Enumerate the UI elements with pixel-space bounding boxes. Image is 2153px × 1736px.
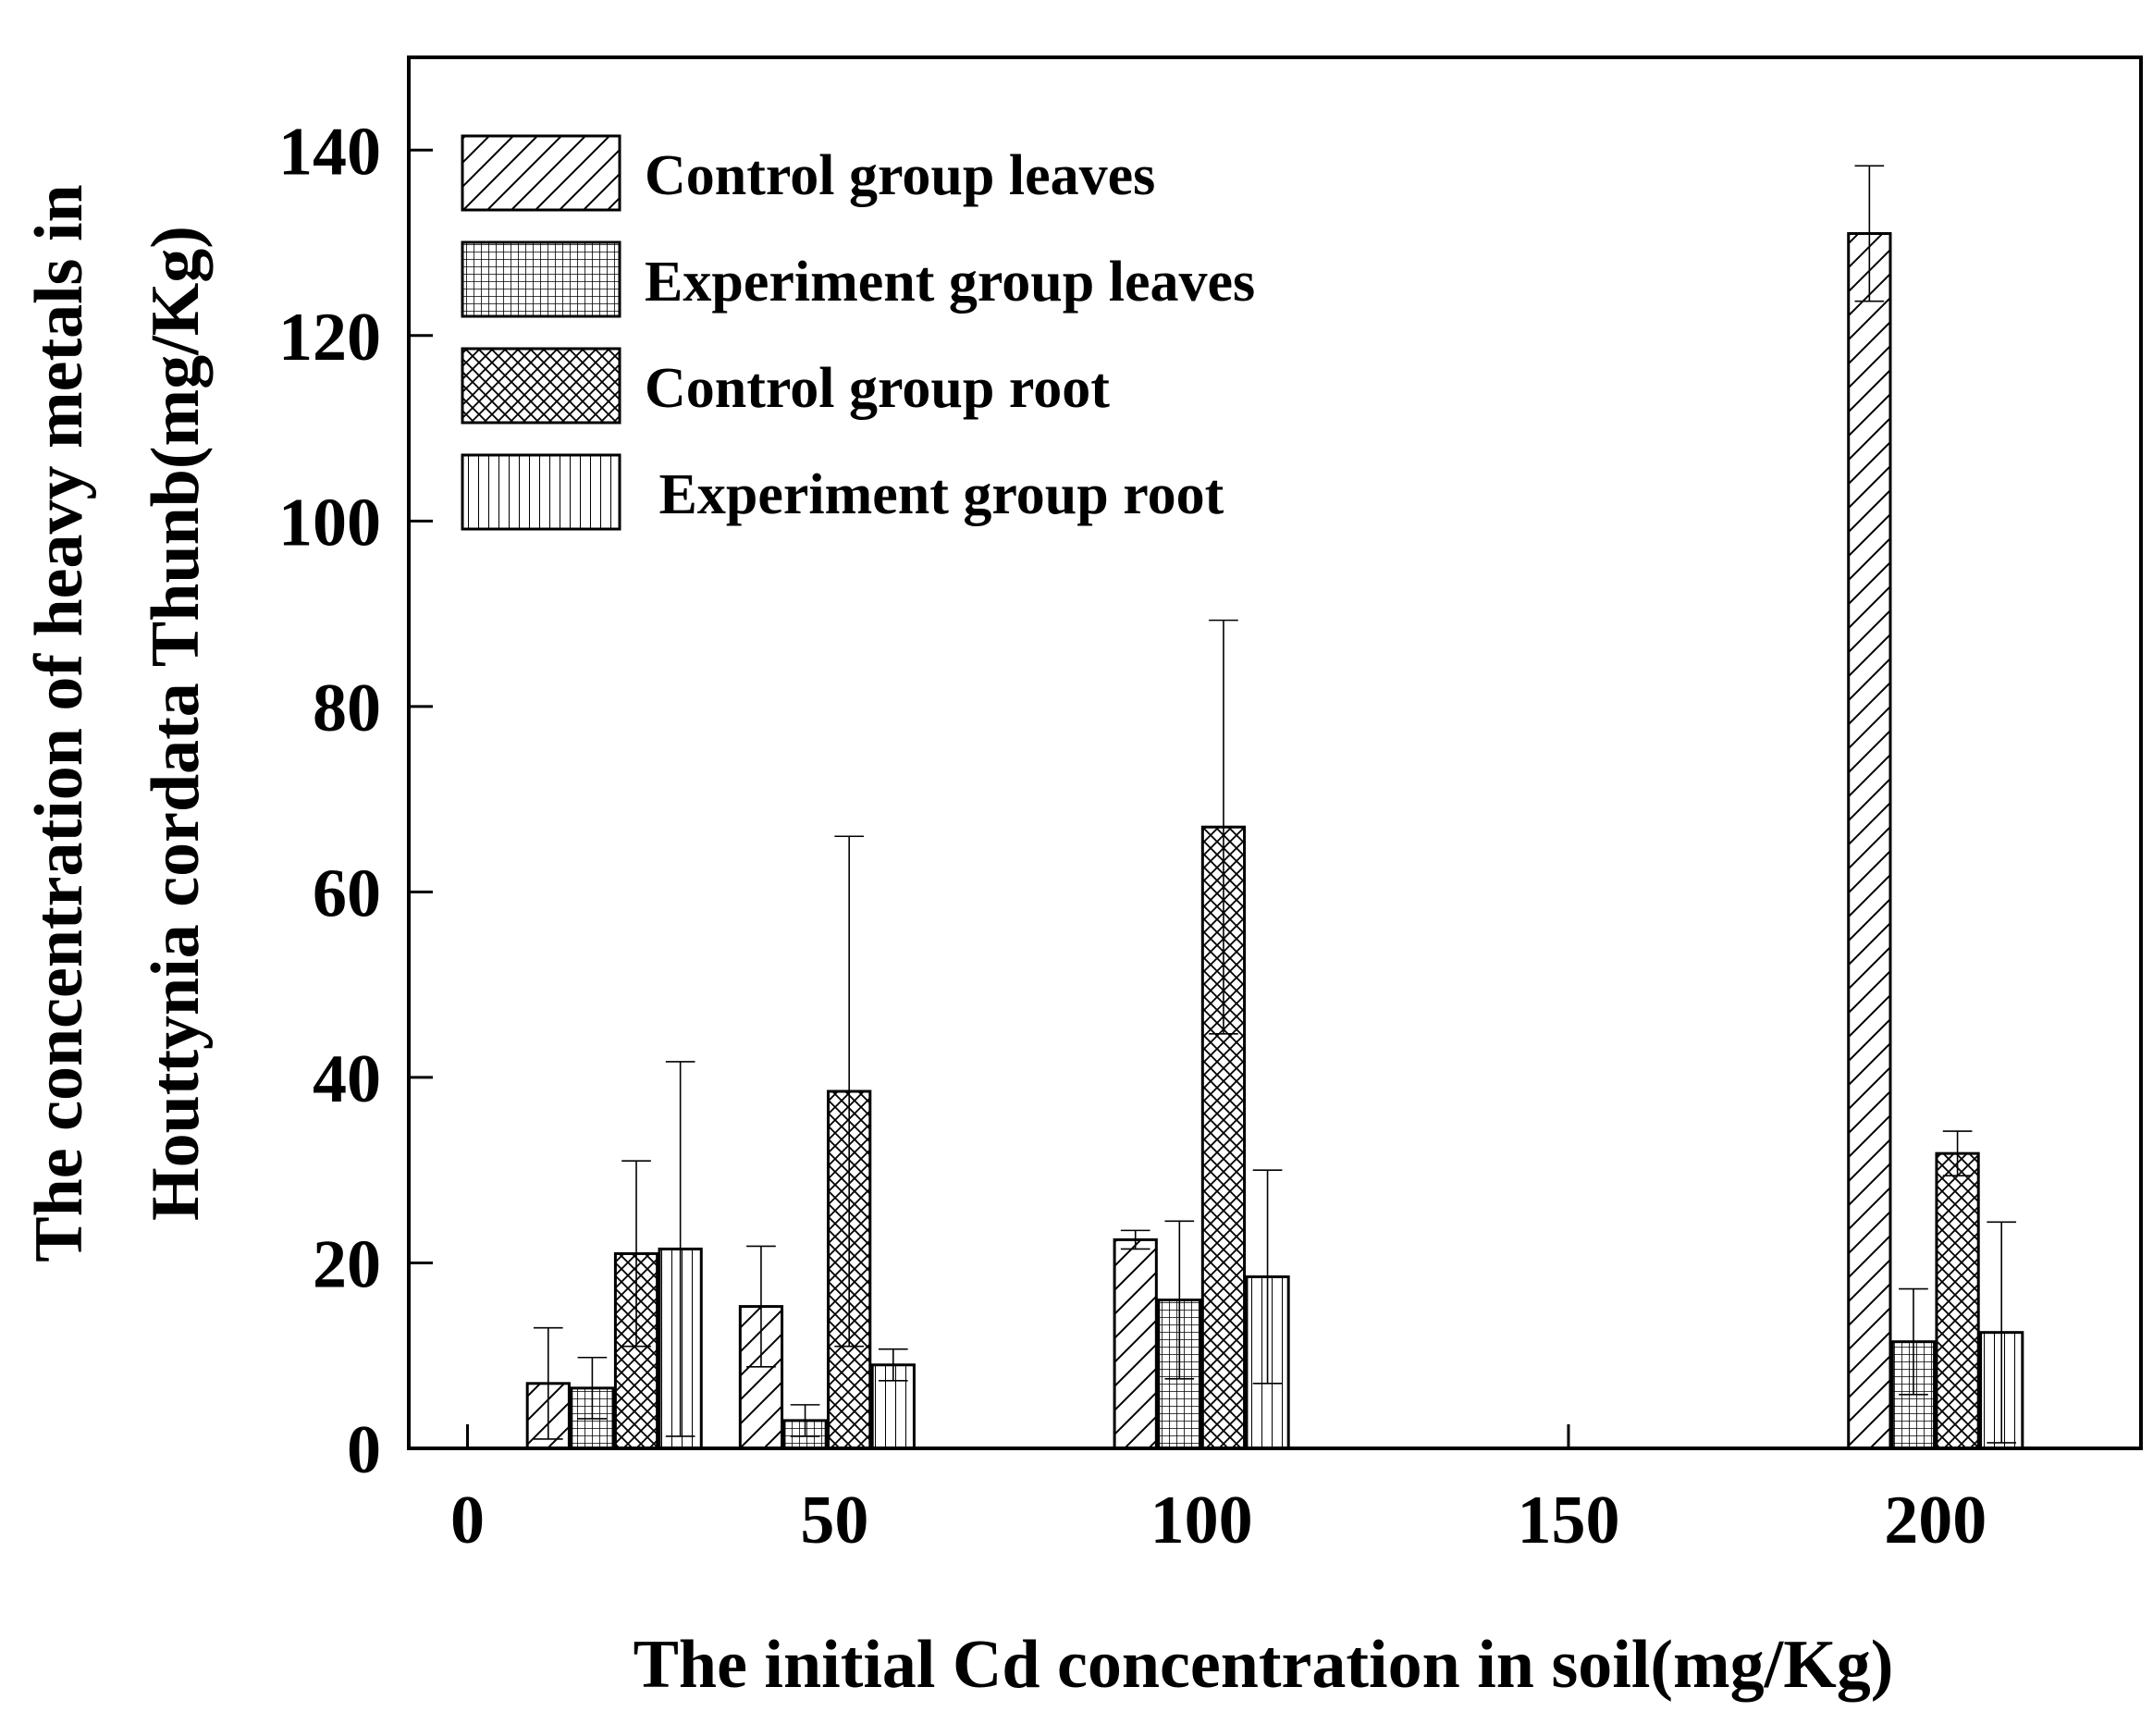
x-tick-label-50: 50 bbox=[800, 1483, 868, 1558]
y-tick-label-140: 140 bbox=[278, 114, 381, 190]
axis-ticks: 0 20 40 60 80 100 120 140 0 50 100 150 200 bbox=[278, 114, 1987, 1558]
y-tick-label-120: 120 bbox=[278, 300, 381, 376]
y-axis-label-line1: The concentration of heavy metals in bbox=[21, 184, 97, 1262]
plot-frame bbox=[407, 55, 2143, 1450]
legend-swatch-control-root bbox=[461, 347, 621, 425]
y-tick-label-60: 60 bbox=[313, 856, 381, 931]
legend-label-control-root: Control group root bbox=[645, 357, 1110, 420]
bar-series2-point3 bbox=[1935, 1151, 1980, 1450]
bar-series0-point3 bbox=[1847, 232, 1892, 1450]
legend: Control group leaves Experiment group le… bbox=[461, 134, 1255, 531]
legend-swatch-experiment-leaves bbox=[461, 240, 621, 318]
y-tick-label-100: 100 bbox=[278, 485, 381, 560]
x-tick-label-100: 100 bbox=[1150, 1483, 1253, 1558]
y-tick-label-40: 40 bbox=[313, 1041, 381, 1117]
error-bars bbox=[533, 165, 2017, 1444]
legend-swatch-control-leaves bbox=[461, 134, 621, 212]
legend-label-experiment-leaves: Experiment group leaves bbox=[645, 251, 1255, 314]
y-tick-label-0: 0 bbox=[347, 1412, 381, 1488]
x-axis-label: The initial Cd concentration in soil(mg/… bbox=[634, 1627, 1894, 1703]
x-tick-label-150: 150 bbox=[1517, 1483, 1619, 1558]
legend-label-control-leaves: Control group leaves bbox=[645, 144, 1155, 207]
y-tick-label-20: 20 bbox=[313, 1226, 381, 1302]
legend-label-experiment-root: Experiment group root bbox=[645, 463, 1224, 526]
bar-series0-point2 bbox=[1113, 1237, 1158, 1450]
x-tick-label-0: 0 bbox=[450, 1483, 485, 1558]
y-axis-label-line2: Houttynia cordata Thunb(mg/Kg) bbox=[138, 226, 214, 1221]
legend-swatch-experiment-root bbox=[461, 453, 621, 531]
x-tick-label-200: 200 bbox=[1884, 1483, 1987, 1558]
y-tick-label-80: 80 bbox=[313, 671, 381, 746]
